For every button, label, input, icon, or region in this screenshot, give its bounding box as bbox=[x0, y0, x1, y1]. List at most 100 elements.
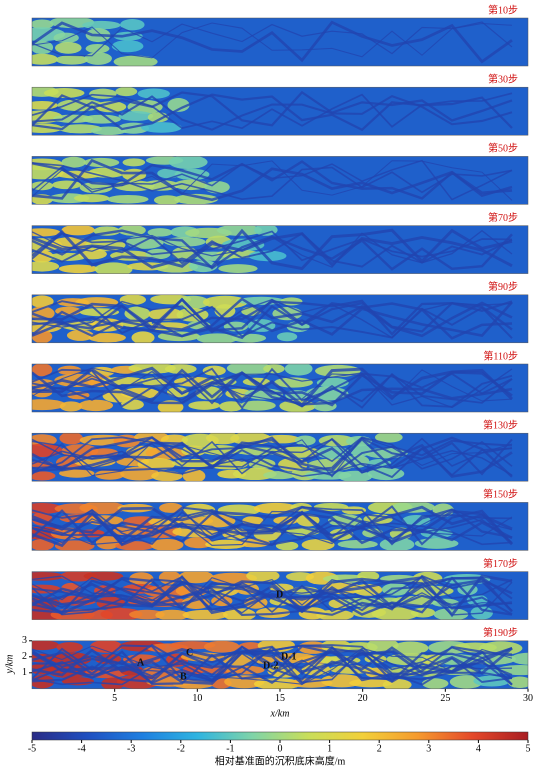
bar-deposit bbox=[120, 19, 145, 31]
bar-deposit bbox=[59, 433, 83, 445]
bar-deposit bbox=[85, 43, 110, 54]
bar-deposit bbox=[32, 295, 54, 308]
bar-deposit bbox=[82, 20, 121, 30]
channel bbox=[32, 644, 513, 686]
channel bbox=[32, 300, 513, 340]
bar-deposit bbox=[168, 641, 216, 650]
annotation: D-1 bbox=[281, 651, 297, 662]
bar-deposit bbox=[338, 470, 373, 482]
annotations: A B C D D-1 D-2 bbox=[137, 589, 297, 682]
bar-deposit bbox=[58, 264, 99, 274]
bar-deposit bbox=[337, 540, 378, 549]
bar-deposit bbox=[153, 195, 181, 205]
bar-deposit bbox=[349, 678, 394, 688]
bar-deposit bbox=[84, 52, 112, 65]
channel bbox=[32, 20, 513, 64]
colorbar-tick-label: 0 bbox=[278, 743, 283, 754]
bar-deposit bbox=[55, 55, 89, 65]
bar-deposit bbox=[392, 641, 429, 655]
bar-deposit bbox=[205, 433, 240, 445]
channel bbox=[32, 368, 513, 409]
channel bbox=[32, 505, 513, 543]
channel bbox=[32, 297, 513, 338]
colorbar bbox=[31, 731, 529, 741]
bar-deposit bbox=[90, 126, 127, 136]
colorbar-tick-label: -1 bbox=[226, 743, 234, 754]
bar-deposit bbox=[421, 678, 449, 689]
bar-deposit bbox=[32, 261, 60, 272]
bar-deposit bbox=[94, 262, 133, 274]
colorbar-tick-label: 3 bbox=[426, 743, 431, 754]
y-tick-label: 1 bbox=[22, 667, 27, 678]
bar-deposit bbox=[90, 640, 123, 653]
bar-deposit bbox=[59, 401, 83, 412]
panel-frame bbox=[31, 225, 529, 274]
annotation: C bbox=[186, 647, 193, 658]
panel-label: 第50步 bbox=[488, 142, 518, 155]
bar-deposit bbox=[164, 364, 197, 374]
bar-deposit bbox=[115, 87, 138, 97]
channel bbox=[32, 574, 513, 618]
bar-deposit bbox=[226, 364, 272, 376]
channel bbox=[32, 21, 513, 57]
bar-deposit bbox=[318, 434, 355, 447]
panel bbox=[32, 294, 528, 343]
panel-frame bbox=[31, 363, 529, 413]
channel bbox=[32, 508, 513, 546]
channel bbox=[32, 645, 513, 686]
bar-deposit bbox=[301, 539, 335, 551]
channel bbox=[32, 646, 513, 686]
bar-deposit bbox=[316, 609, 354, 620]
channel bbox=[32, 367, 513, 404]
bar-deposit bbox=[131, 331, 155, 343]
bar-deposit bbox=[328, 514, 363, 527]
channel bbox=[32, 436, 513, 475]
bar-deposit bbox=[167, 98, 190, 112]
bar-deposit bbox=[53, 32, 79, 44]
channel bbox=[32, 508, 513, 547]
panel bbox=[32, 18, 528, 66]
bar-deposit bbox=[147, 228, 173, 237]
panel bbox=[32, 87, 528, 136]
bar-deposit bbox=[256, 607, 291, 618]
bar-deposit bbox=[137, 88, 170, 99]
y-tick-label: 2 bbox=[22, 651, 27, 662]
colorbar-tick-label: 1 bbox=[327, 743, 332, 754]
bar-deposit bbox=[510, 652, 528, 665]
y-tick-label: 3 bbox=[22, 635, 27, 646]
colorbar-tick-label: -3 bbox=[127, 743, 135, 754]
panel-label: 第150步 bbox=[483, 488, 518, 501]
channel bbox=[32, 371, 513, 406]
bar-deposit bbox=[82, 114, 121, 124]
bar-deposit bbox=[32, 399, 66, 411]
bar-deposit bbox=[89, 88, 117, 99]
panel-label: 第30步 bbox=[488, 72, 518, 85]
panel-frame bbox=[31, 17, 529, 67]
channel bbox=[32, 158, 513, 202]
bar-deposit bbox=[178, 571, 214, 584]
channel bbox=[32, 160, 513, 200]
channel bbox=[32, 366, 514, 408]
panel bbox=[32, 225, 528, 274]
panel-frame bbox=[31, 86, 529, 136]
bar-deposit bbox=[375, 433, 403, 443]
channel bbox=[32, 368, 513, 408]
channel bbox=[32, 575, 513, 616]
channel bbox=[32, 436, 513, 477]
channel bbox=[32, 508, 513, 545]
panel-label: 第170步 bbox=[483, 557, 518, 570]
bar-deposit bbox=[181, 596, 211, 610]
panel-frame bbox=[31, 432, 529, 482]
channel bbox=[32, 440, 513, 477]
bar-deposit bbox=[254, 225, 278, 236]
colorbar-tick-label: 4 bbox=[476, 743, 481, 754]
bar-deposit bbox=[43, 87, 85, 99]
x-tick-label: 10 bbox=[192, 693, 202, 704]
bar-deposit bbox=[111, 40, 144, 53]
panel-label: 第130步 bbox=[483, 418, 518, 431]
bar-deposit bbox=[122, 158, 146, 167]
panel-label: 第70步 bbox=[488, 211, 518, 224]
bar-deposit bbox=[52, 114, 94, 123]
panel-label: 第10步 bbox=[488, 3, 518, 16]
panel-frame bbox=[31, 294, 529, 344]
